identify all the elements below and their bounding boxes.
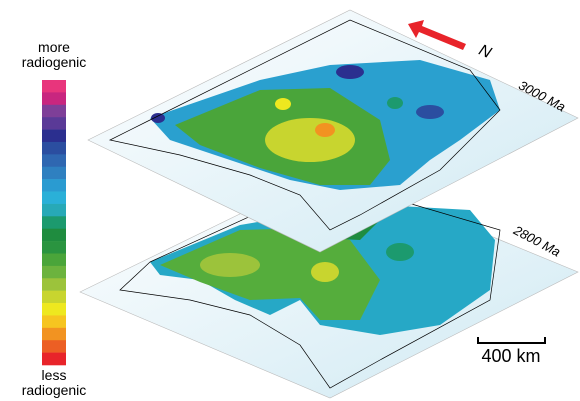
color-step [42, 154, 66, 168]
color-step [42, 303, 66, 316]
color-step [42, 290, 66, 304]
north-arrow [408, 20, 466, 50]
color-step [42, 141, 66, 155]
color-scale [42, 80, 66, 366]
field [275, 98, 291, 110]
legend-bottom-label: radiogenic [22, 382, 87, 398]
north-label: N [476, 42, 494, 62]
scale-bar [477, 337, 546, 344]
color-step [42, 179, 66, 192]
field [160, 228, 380, 320]
field [200, 253, 260, 277]
field [311, 262, 339, 282]
color-step [42, 315, 66, 329]
color-step [42, 166, 66, 180]
field [336, 65, 364, 79]
field [416, 105, 444, 119]
color-step [42, 327, 66, 341]
color-step [42, 253, 66, 267]
color-step [42, 340, 66, 353]
color-step [42, 352, 66, 366]
field [265, 118, 355, 162]
legend-top-label: more [38, 39, 70, 55]
legend-top-label: radiogenic [22, 54, 87, 70]
color-step [42, 191, 66, 205]
field [387, 97, 403, 109]
coastline [108, 19, 501, 231]
color-step [42, 241, 66, 254]
field [315, 123, 335, 137]
layer-3000: 3000 Ma [87, 9, 579, 253]
scale-label: 400 km [481, 346, 540, 366]
color-step [42, 80, 66, 93]
legend-bottom-label: less [42, 367, 67, 383]
field [386, 243, 414, 261]
color-step [42, 92, 66, 106]
color-step [42, 216, 66, 229]
color-step [42, 104, 66, 118]
coastline [119, 179, 501, 389]
color-step [42, 228, 66, 242]
color-step [42, 265, 66, 279]
color-step [42, 278, 66, 291]
field [151, 113, 165, 123]
color-step [42, 129, 66, 143]
color-step [42, 117, 66, 130]
color-step [42, 203, 66, 217]
